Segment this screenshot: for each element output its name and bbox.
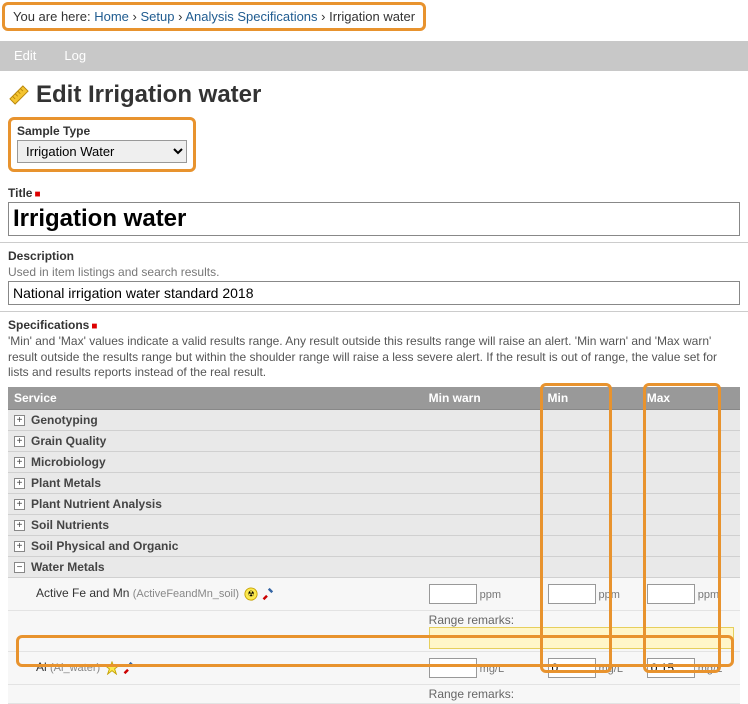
title-input[interactable] xyxy=(8,202,740,236)
expander-icon[interactable]: + xyxy=(14,478,25,489)
specifications-help: 'Min' and 'Max' values indicate a valid … xyxy=(8,334,740,381)
service-row: Active Fe and Mn (ActiveFeandMn_soil) ☢ p… xyxy=(8,577,740,610)
col-min-warn: Min warn xyxy=(423,387,542,410)
category-row[interactable]: −Water Metals xyxy=(8,556,740,577)
max-input[interactable] xyxy=(647,584,695,604)
tab-bar: Edit Log xyxy=(0,41,748,71)
expander-icon[interactable]: + xyxy=(14,415,25,426)
unit-label: ppm xyxy=(698,589,719,601)
category-row[interactable]: +Genotyping xyxy=(8,409,740,430)
page-title: Edit Irrigation water xyxy=(36,81,261,109)
service-name: Al xyxy=(36,660,47,674)
category-row[interactable]: +Microbiology xyxy=(8,451,740,472)
svg-text:☢: ☢ xyxy=(248,590,255,599)
range-remarks-label: Range remarks: xyxy=(429,613,734,627)
service-row: Al (Al_water) mg/L mg/L mg/L xyxy=(8,651,740,684)
service-code: (Al_water) xyxy=(50,662,100,674)
breadcrumb-setup[interactable]: Setup xyxy=(140,9,174,24)
range-remarks-row: Range remarks: xyxy=(8,684,740,703)
min-warn-input[interactable] xyxy=(429,658,477,678)
category-row[interactable]: +Grain Quality xyxy=(8,430,740,451)
title-label: Title■ xyxy=(8,186,740,200)
expander-icon[interactable]: + xyxy=(14,457,25,468)
range-remarks-input[interactable] xyxy=(429,627,734,649)
expander-icon[interactable]: + xyxy=(14,520,25,531)
breadcrumb-analysis-specs[interactable]: Analysis Specifications xyxy=(185,9,317,24)
unit-label: ppm xyxy=(599,589,620,601)
tab-edit[interactable]: Edit xyxy=(0,41,50,71)
expander-icon[interactable]: − xyxy=(14,562,25,573)
category-row[interactable]: +Soil Physical and Organic xyxy=(8,535,740,556)
unit-label: mg/L xyxy=(698,663,722,675)
sample-type-select[interactable]: Irrigation Water xyxy=(17,140,187,163)
range-remarks-label: Range remarks: xyxy=(429,687,734,701)
breadcrumb: You are here: Home › Setup › Analysis Sp… xyxy=(2,2,426,31)
description-label: Description xyxy=(8,249,740,263)
tab-log[interactable]: Log xyxy=(50,41,100,71)
category-row[interactable]: +Plant Metals xyxy=(8,472,740,493)
col-min: Min xyxy=(542,387,641,410)
expander-icon[interactable]: + xyxy=(14,499,25,510)
min-warn-input[interactable] xyxy=(429,584,477,604)
unit-label: mg/L xyxy=(599,663,623,675)
category-row[interactable]: +Plant Nutrient Analysis xyxy=(8,493,740,514)
service-name: Active Fe and Mn xyxy=(36,586,129,600)
breadcrumb-current: Irrigation water xyxy=(329,9,415,24)
description-hint: Used in item listings and search results… xyxy=(8,265,740,279)
unit-label: ppm xyxy=(480,589,501,601)
sample-type-section: Sample Type Irrigation Water xyxy=(8,117,196,172)
expander-icon[interactable]: + xyxy=(14,541,25,552)
breadcrumb-prefix: You are here: xyxy=(13,9,94,24)
unit-label: mg/L xyxy=(480,663,504,675)
category-row[interactable]: +Soil Nutrients xyxy=(8,514,740,535)
description-input[interactable] xyxy=(8,281,740,305)
required-marker: ■ xyxy=(91,321,97,332)
min-input[interactable] xyxy=(548,584,596,604)
spec-table: Service Min warn Min Max +Genotyping+Gra… xyxy=(8,387,740,704)
range-remarks-row: Range remarks: xyxy=(8,610,740,651)
service-code: (ActiveFeandMn_soil) xyxy=(133,588,239,600)
col-max: Max xyxy=(641,387,740,410)
ruler-icon xyxy=(3,79,34,110)
sample-type-label: Sample Type xyxy=(17,124,187,138)
specifications-label: Specifications■ xyxy=(8,318,740,332)
required-marker: ■ xyxy=(34,189,40,200)
breadcrumb-home[interactable]: Home xyxy=(94,9,129,24)
min-input[interactable] xyxy=(548,658,596,678)
spec-table-wrap: Service Min warn Min Max +Genotyping+Gra… xyxy=(8,387,740,704)
col-service: Service xyxy=(8,387,423,410)
expander-icon[interactable]: + xyxy=(14,436,25,447)
max-input[interactable] xyxy=(647,658,695,678)
